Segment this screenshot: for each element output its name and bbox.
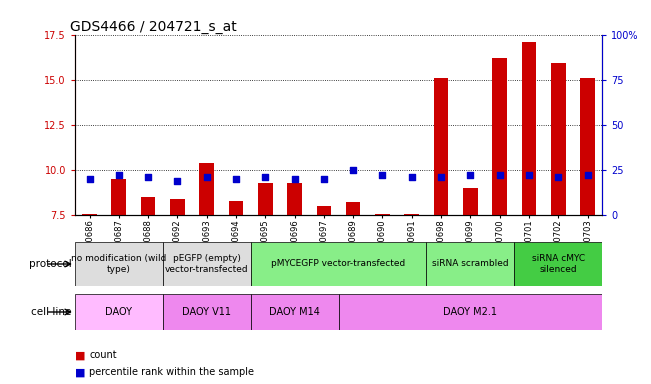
Bar bbox=[434, 78, 449, 215]
Bar bbox=[258, 182, 273, 215]
Text: protocol: protocol bbox=[29, 259, 72, 269]
Point bbox=[436, 174, 447, 180]
Point bbox=[406, 174, 417, 180]
Bar bbox=[82, 214, 97, 215]
Bar bbox=[339, 294, 602, 330]
Text: DAOY: DAOY bbox=[105, 307, 132, 317]
Point bbox=[523, 172, 534, 179]
Bar bbox=[514, 242, 602, 286]
Bar bbox=[229, 200, 243, 215]
Bar bbox=[375, 214, 390, 215]
Bar bbox=[251, 242, 426, 286]
Bar bbox=[492, 58, 507, 215]
Bar bbox=[75, 294, 163, 330]
Text: pEGFP (empty)
vector-transfected: pEGFP (empty) vector-transfected bbox=[165, 254, 249, 274]
Point bbox=[231, 176, 242, 182]
Bar bbox=[141, 197, 156, 215]
Bar bbox=[580, 78, 595, 215]
Bar bbox=[316, 206, 331, 215]
Bar bbox=[426, 242, 514, 286]
Point bbox=[378, 172, 388, 179]
Point bbox=[495, 172, 505, 179]
Point bbox=[114, 172, 124, 179]
Point bbox=[289, 176, 299, 182]
Bar bbox=[463, 188, 478, 215]
Text: DAOY V11: DAOY V11 bbox=[182, 307, 231, 317]
Bar bbox=[75, 242, 163, 286]
Bar bbox=[521, 42, 536, 215]
Bar bbox=[111, 179, 126, 215]
Point bbox=[202, 174, 212, 180]
Text: DAOY M14: DAOY M14 bbox=[269, 307, 320, 317]
Text: no modification (wild
type): no modification (wild type) bbox=[71, 254, 167, 274]
Bar bbox=[170, 199, 185, 215]
Bar bbox=[199, 163, 214, 215]
Bar bbox=[163, 294, 251, 330]
Point bbox=[143, 174, 154, 180]
Text: siRNA scrambled: siRNA scrambled bbox=[432, 260, 508, 268]
Text: siRNA cMYC
silenced: siRNA cMYC silenced bbox=[532, 254, 585, 274]
Bar bbox=[346, 202, 361, 215]
Text: GDS4466 / 204721_s_at: GDS4466 / 204721_s_at bbox=[70, 20, 236, 33]
Point bbox=[85, 176, 95, 182]
Point bbox=[553, 174, 564, 180]
Point bbox=[465, 172, 476, 179]
Text: count: count bbox=[89, 350, 117, 360]
Point bbox=[260, 174, 271, 180]
Text: percentile rank within the sample: percentile rank within the sample bbox=[89, 367, 254, 377]
Bar bbox=[287, 182, 302, 215]
Bar bbox=[404, 214, 419, 215]
Text: cell line: cell line bbox=[31, 307, 72, 317]
Text: ■: ■ bbox=[75, 367, 85, 377]
Point bbox=[348, 167, 358, 173]
Point bbox=[173, 178, 183, 184]
Text: pMYCEGFP vector-transfected: pMYCEGFP vector-transfected bbox=[271, 260, 406, 268]
Bar bbox=[251, 294, 339, 330]
Text: ■: ■ bbox=[75, 350, 85, 360]
Text: DAOY M2.1: DAOY M2.1 bbox=[443, 307, 497, 317]
Bar bbox=[551, 63, 566, 215]
Bar bbox=[163, 242, 251, 286]
Point bbox=[583, 172, 593, 179]
Point bbox=[319, 176, 329, 182]
